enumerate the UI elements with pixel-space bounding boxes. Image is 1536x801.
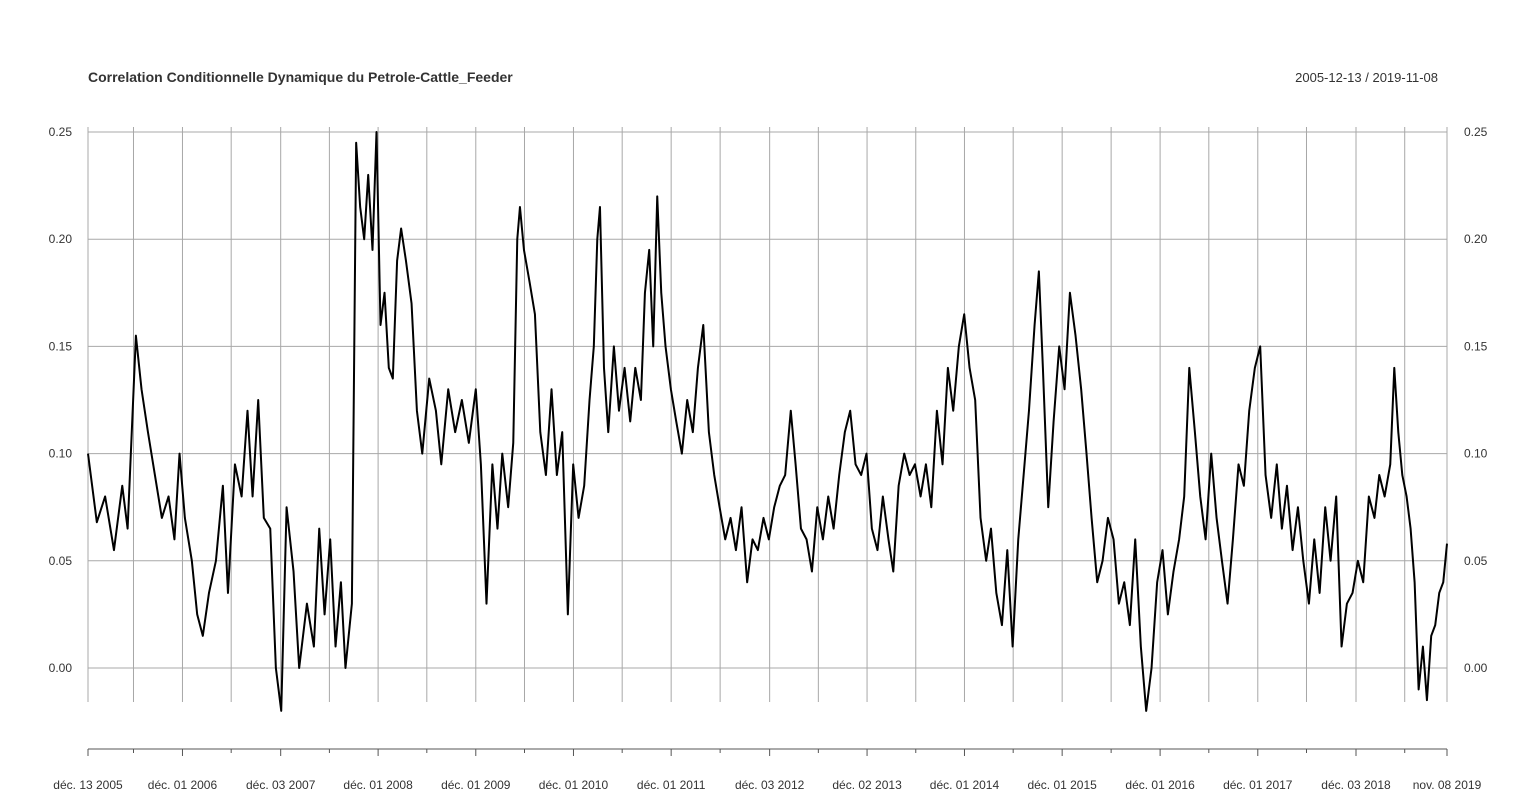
x-tick-label: déc. 01 2016 [1125,778,1195,792]
y-tick-label-right: 0.25 [1464,125,1488,139]
x-tick-label: déc. 01 2017 [1223,778,1293,792]
x-tick-label: déc. 01 2009 [441,778,511,792]
y-tick-label-left: 0.25 [49,125,73,139]
x-axis: déc. 13 2005 déc. 01 2006 déc. 03 2007 déc.… [53,748,1482,792]
y-tick-label-right: 0.20 [1464,232,1488,246]
x-tick-label: déc. 01 2010 [539,778,609,792]
x-tick-label: déc. 01 2006 [148,778,218,792]
x-tick-label: déc. 03 2018 [1321,778,1391,792]
x-tick-label: déc. 03 2007 [246,778,316,792]
series-line [87,131,1448,712]
x-tick-label: déc. 01 2014 [930,778,1000,792]
y-tick-label-right: 0.15 [1464,339,1488,353]
x-tick-label: déc. 01 2015 [1027,778,1097,792]
y-tick-label-right: 0.05 [1464,554,1488,568]
y-tick-label-left: 0.05 [49,554,73,568]
y-tick-label-left: 0.15 [49,339,73,353]
chart-date-range: 2005-12-13 / 2019-11-08 [1295,70,1438,85]
x-tick-label: déc. 13 2005 [53,778,123,792]
y-tick-labels: 0.25 0.25 0.20 0.20 0.15 0.15 0.10 0.10 0.05 0.05… [49,125,1488,675]
x-tick-label: nov. 08 2019 [1413,778,1482,792]
x-tick-label: déc. 01 2008 [343,778,413,792]
y-tick-label-left: 0.00 [49,661,73,675]
series-line-layer [87,131,1448,712]
y-tick-label-right: 0.10 [1464,447,1488,461]
chart-title: Correlation Conditionnelle Dynamique du … [88,69,513,85]
y-tick-label-left: 0.20 [49,232,73,246]
y-tick-label-right: 0.00 [1464,661,1488,675]
x-tick-label: déc. 03 2012 [735,778,805,792]
x-tick-label: déc. 02 2013 [832,778,902,792]
x-tick-label: déc. 01 2011 [637,778,706,792]
grid-layer [87,127,1448,702]
y-tick-label-left: 0.10 [49,447,73,461]
